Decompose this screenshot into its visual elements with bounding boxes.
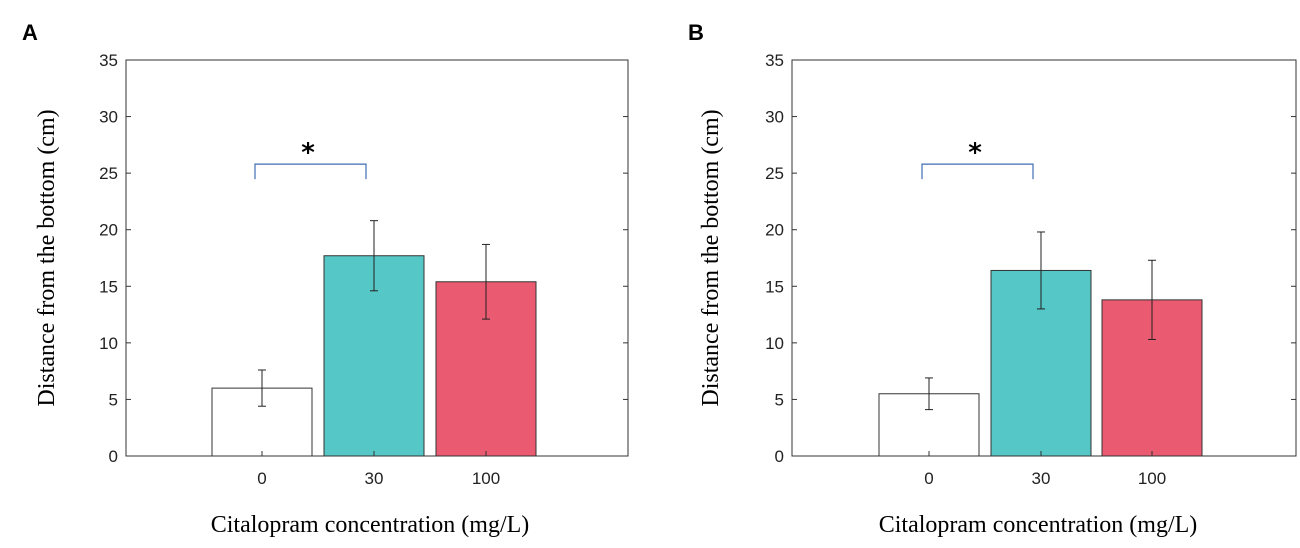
panel-label-a: A <box>22 20 38 45</box>
y-tick-label-a: 30 <box>99 108 118 127</box>
y-tick-label-a: 5 <box>109 390 118 409</box>
plot-area-b: 0 5 10 15 20 25 30 35 0 30 100 * <box>765 51 1297 488</box>
x-tick-label-b: 0 <box>924 469 933 488</box>
x-tick-label-b: 100 <box>1138 469 1166 488</box>
y-tick-label-a: 25 <box>99 164 118 183</box>
y-tick-label-b: 15 <box>765 277 784 296</box>
panel-label-b: B <box>688 20 704 45</box>
significance-star-b: * <box>968 138 982 168</box>
y-tick-label-b: 0 <box>775 447 784 466</box>
significance-star-a: * <box>301 138 315 168</box>
y-tick-label-b: 35 <box>765 51 784 70</box>
panel-a: A 0 5 10 15 20 25 30 35 0 30 100 * Distance from th… <box>22 20 629 538</box>
x-tick-label-a: 100 <box>472 469 500 488</box>
panel-b: B 0 5 10 15 20 25 30 35 0 30 100 * Distance from th… <box>688 20 1297 538</box>
y-tick-label-b: 25 <box>765 164 784 183</box>
significance-bracket-b <box>921 163 1034 180</box>
plot-area-a: 0 5 10 15 20 25 30 35 0 30 100 * <box>99 51 629 488</box>
y-tick-label-b: 20 <box>765 221 784 240</box>
x-axis-label-b: Citalopram concentration (mg/L) <box>879 512 1198 538</box>
y-tick-label-b: 30 <box>765 108 784 127</box>
x-tick-label-a: 30 <box>365 469 384 488</box>
x-axis-label-a: Citalopram concentration (mg/L) <box>211 512 530 538</box>
y-tick-label-b: 10 <box>765 334 784 353</box>
x-tick-label-a: 0 <box>257 469 266 488</box>
y-axis-label-a: Distance from the bottom (cm) <box>34 109 60 406</box>
significance-bracket-a <box>254 163 367 180</box>
y-tick-label-a: 20 <box>99 221 118 240</box>
x-tick-label-b: 30 <box>1032 469 1051 488</box>
y-tick-label-a: 10 <box>99 334 118 353</box>
y-tick-label-a: 35 <box>99 51 118 70</box>
y-tick-label-a: 15 <box>99 277 118 296</box>
y-axis-label-b: Distance from the bottom (cm) <box>698 109 724 406</box>
y-tick-label-a: 0 <box>109 447 118 466</box>
y-tick-label-b: 5 <box>775 390 784 409</box>
